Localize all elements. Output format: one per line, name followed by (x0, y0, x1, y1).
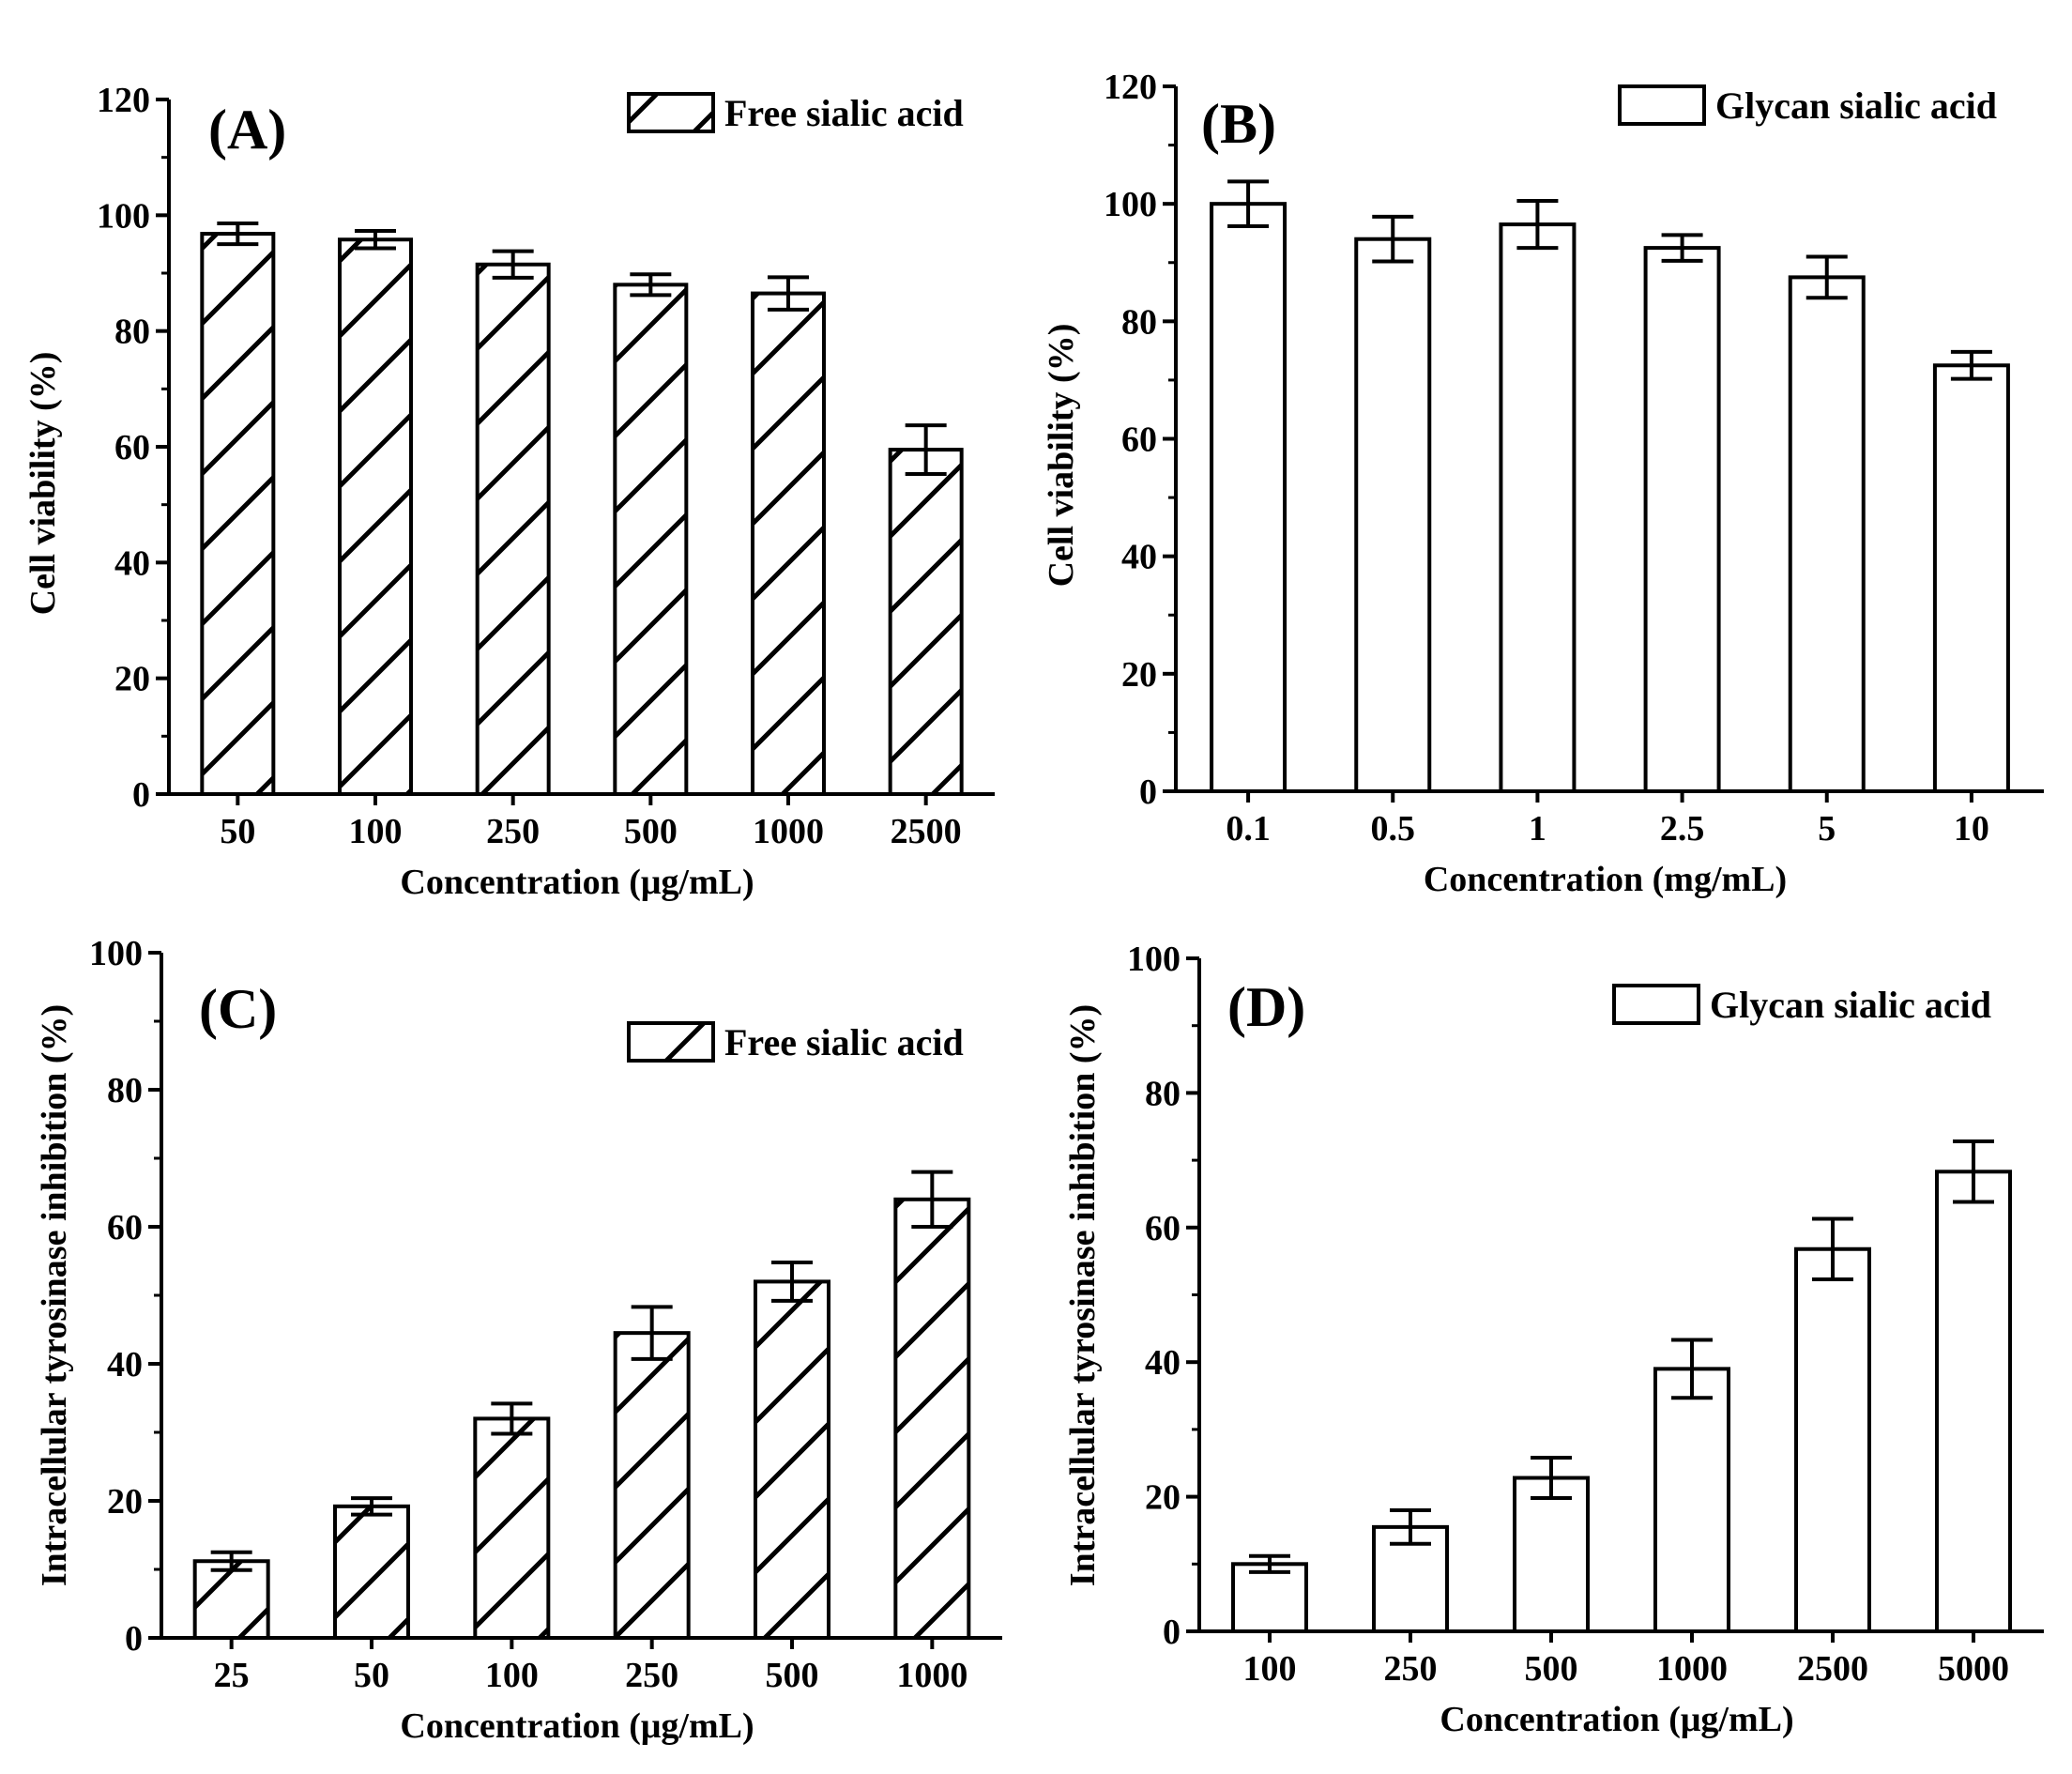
panel-label: (A) (208, 99, 286, 161)
bar (1788, 275, 1866, 794)
y-tick-label: 80 (107, 1071, 143, 1110)
x-axis-title: Concentration (μg/mL) (400, 1706, 754, 1746)
y-tick-label: 40 (107, 1345, 143, 1384)
y-axis-title: Cell viability (%) (23, 352, 63, 616)
y-tick-label: 0 (1139, 772, 1157, 812)
y-tick-label: 40 (1145, 1343, 1181, 1383)
y-tick-label: 120 (1104, 68, 1157, 107)
x-tick-label: 500 (766, 1656, 819, 1695)
bar (192, 1559, 270, 1640)
x-tick-label: 0.1 (1226, 809, 1271, 849)
panel-b: 0 20 40 60 80 100 120 0.1 0.5 1 2.5 5 10 Concentratio… (1042, 68, 2044, 899)
y-tick-label: 20 (107, 1482, 143, 1522)
y-tick-label: 100 (97, 196, 150, 236)
y-axis-title: Cell viability (%) (1042, 324, 1081, 588)
y-tick-label: 0 (1163, 1613, 1181, 1652)
y-tick-label: 0 (125, 1619, 143, 1659)
panel-label: (C) (199, 978, 277, 1040)
x-tick-label: 50 (220, 812, 255, 851)
bar (333, 1504, 410, 1640)
panel-c: 0 20 40 60 80 100 25 50 100 250 500 1000 Concentrati… (35, 934, 1002, 1746)
bar (1210, 202, 1287, 793)
y-tick-label: 100 (1127, 940, 1181, 979)
x-tick-label: 250 (1384, 1649, 1438, 1689)
x-tick-label: 500 (624, 812, 678, 851)
x-tick-label: 1 (1529, 809, 1546, 849)
x-tick-label: 100 (485, 1656, 539, 1695)
y-tick-label: 40 (114, 543, 150, 583)
x-tick-label: 1000 (1656, 1649, 1728, 1689)
y-tick-label: 80 (1145, 1074, 1181, 1113)
bar (893, 1197, 971, 1641)
x-tick-label: 10 (1954, 809, 1989, 849)
y-axis-title: Intracellular tyrosinase inhibition (%) (1063, 1004, 1103, 1586)
bar (1653, 1367, 1730, 1633)
x-tick-label: 2.5 (1660, 809, 1705, 849)
legend-label: Glycan sialic acid (1715, 84, 1997, 127)
x-tick-label: 5000 (1938, 1649, 2009, 1689)
x-tick-label: 250 (625, 1656, 678, 1695)
x-tick-label: 100 (1243, 1649, 1297, 1689)
bar (1513, 1476, 1590, 1634)
y-tick-label: 20 (1121, 655, 1157, 695)
bar (1932, 363, 2010, 793)
x-tick-label: 1000 (896, 1656, 967, 1695)
x-tick-label: 2500 (1797, 1649, 1868, 1689)
x-tick-label: 1000 (753, 812, 824, 851)
x-axis-title: Concentration (μg/mL) (1440, 1700, 1793, 1739)
y-tick-label: 20 (1145, 1478, 1181, 1518)
y-tick-label: 60 (107, 1208, 143, 1247)
bar (473, 1416, 551, 1641)
y-axis-title: Intracellular tyrosinase inhibition (%) (35, 1004, 74, 1586)
legend-swatch (1618, 84, 1706, 126)
bar (751, 291, 826, 797)
x-tick-label: 50 (354, 1656, 389, 1695)
bar (613, 1331, 691, 1641)
bar (338, 237, 413, 796)
bar (613, 283, 689, 797)
y-tick-label: 120 (97, 81, 150, 120)
y-tick-label: 20 (114, 660, 150, 699)
bar (1643, 246, 1721, 793)
panel-a: 0 20 40 60 80 100 120 50 100 250 500 1000 2500 Concen… (23, 81, 995, 902)
y-tick-label: 40 (1121, 538, 1157, 577)
x-axis-title: Concentration (mg/mL) (1424, 860, 1787, 899)
bar (1354, 237, 1432, 793)
x-tick-label: 0.5 (1371, 809, 1416, 849)
x-axis-title: Concentration (μg/mL) (400, 863, 754, 902)
bar (754, 1279, 830, 1641)
y-tick-label: 100 (1104, 185, 1157, 224)
legend-label: Free sialic acid (724, 1021, 964, 1063)
x-tick-label: 25 (214, 1656, 250, 1695)
y-tick-label: 80 (114, 313, 150, 352)
panel-label: (D) (1227, 976, 1305, 1038)
legend-label: Free sialic acid (724, 92, 964, 134)
bar (1935, 1170, 2012, 1633)
bar (1231, 1562, 1308, 1634)
bar (1499, 222, 1577, 793)
x-tick-label: 100 (349, 812, 403, 851)
x-tick-label: 500 (1525, 1649, 1578, 1689)
legend-label: Glycan sialic acid (1710, 984, 1991, 1026)
bar (475, 262, 551, 796)
y-tick-label: 100 (89, 934, 143, 973)
y-tick-label: 60 (114, 428, 150, 467)
x-tick-label: 250 (486, 812, 540, 851)
bar (888, 448, 964, 796)
y-tick-label: 60 (1145, 1209, 1181, 1248)
y-tick-label: 60 (1121, 421, 1157, 460)
legend-swatch (1612, 984, 1700, 1025)
legend-swatch (627, 92, 715, 133)
y-tick-label: 0 (132, 775, 150, 815)
x-tick-label: 5 (1818, 809, 1836, 849)
y-tick-label: 80 (1121, 302, 1157, 342)
legend-swatch (627, 1021, 715, 1063)
panel-label: (B) (1201, 93, 1276, 155)
bar (200, 232, 276, 797)
panel-d: 0 20 40 60 80 100 100 250 500 1000 2500 5000 Concent… (1063, 940, 2044, 1739)
bar (1794, 1246, 1871, 1634)
x-tick-label: 2500 (891, 812, 962, 851)
